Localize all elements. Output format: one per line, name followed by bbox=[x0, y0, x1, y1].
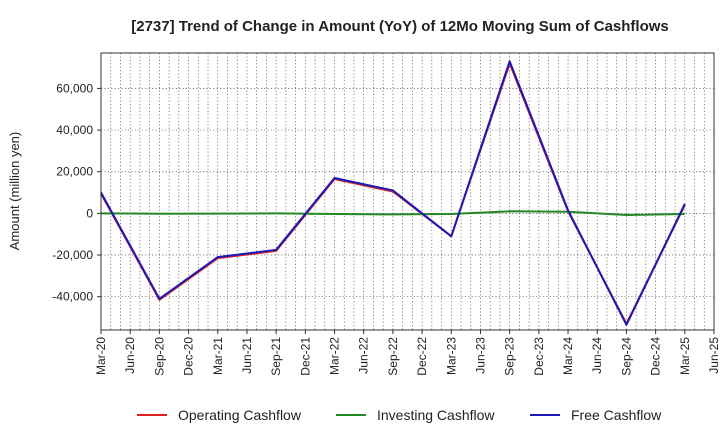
investing-cashflow-legend-label: Investing Cashflow bbox=[377, 407, 495, 423]
y-tick-label: -20,000 bbox=[52, 248, 93, 262]
series-layer bbox=[100, 60, 686, 326]
plot-frame bbox=[100, 52, 715, 331]
operating-cashflow-legend-label: Operating Cashflow bbox=[178, 407, 302, 423]
x-tick-label: Jun-25 bbox=[707, 337, 720, 374]
x-tick-label: Mar-20 bbox=[94, 337, 108, 375]
x-tick-label: Sep-22 bbox=[386, 337, 400, 376]
x-tick-label: Dec-23 bbox=[532, 337, 546, 376]
x-tick-label: Jun-24 bbox=[590, 337, 604, 374]
x-tick-label: Mar-23 bbox=[444, 337, 458, 375]
x-tick-label: Mar-21 bbox=[211, 337, 225, 375]
x-tick-label: Dec-24 bbox=[649, 337, 663, 376]
x-tick-label: Jun-23 bbox=[473, 337, 487, 374]
x-tick-label: Dec-22 bbox=[415, 337, 429, 376]
investing-cashflow-line bbox=[100, 210, 685, 217]
y-tick-label: 60,000 bbox=[56, 81, 93, 95]
x-tick-label: Sep-21 bbox=[269, 337, 283, 376]
x-tick-label: Jun-20 bbox=[123, 337, 137, 374]
x-tick-label: Sep-20 bbox=[152, 337, 166, 376]
legend: Operating Cashflow Investing Cashflow Free… bbox=[137, 407, 662, 423]
y-ticks: -40,000 -20,000 0 20,000 40,000 60,000 bbox=[52, 81, 101, 304]
x-tick-label: Sep-23 bbox=[503, 337, 517, 376]
x-tick-label: Jun-22 bbox=[357, 337, 371, 374]
y-tick-label: 40,000 bbox=[56, 123, 93, 137]
x-ticks: Mar-20 Jun-20 Sep-20 Dec-20 Mar-21 Jun-21 Sep-… bbox=[94, 330, 720, 376]
x-tick-label: Sep-24 bbox=[619, 337, 633, 376]
y-tick-label: -40,000 bbox=[52, 290, 93, 304]
x-tick-label: Mar-22 bbox=[328, 337, 342, 375]
x-tick-label: Jun-21 bbox=[240, 337, 254, 374]
chart-title: [2737] Trend of Change in Amount (YoY) o… bbox=[131, 18, 669, 35]
x-tick-label: Dec-21 bbox=[298, 337, 312, 376]
free-cashflow-legend-label: Free Cashflow bbox=[571, 407, 662, 423]
y-axis-label: Amount (million yen) bbox=[7, 132, 22, 251]
x-tick-label: Mar-25 bbox=[678, 337, 692, 375]
grid-layer bbox=[101, 53, 714, 330]
y-tick-label: 20,000 bbox=[56, 165, 93, 179]
y-tick-label: 0 bbox=[86, 206, 93, 220]
x-tick-label: Dec-20 bbox=[182, 337, 196, 376]
free-cashflow-line bbox=[100, 60, 686, 326]
x-tick-label: Mar-24 bbox=[561, 337, 575, 375]
